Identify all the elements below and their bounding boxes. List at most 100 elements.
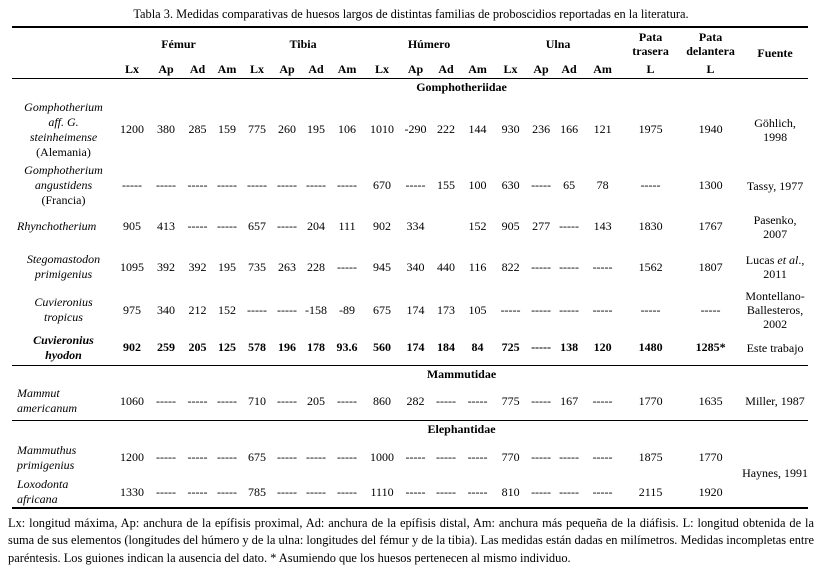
ulna-lx-header: Lx: [494, 60, 528, 79]
measure-cell: -----: [156, 484, 176, 499]
source-et-al: et al: [777, 253, 799, 267]
measure-cell: 173: [437, 302, 456, 317]
measure-cell: 560: [373, 340, 392, 355]
pata-trasera-cell: 1770: [638, 393, 663, 408]
measure-cell: 204: [307, 219, 326, 233]
measure-cell: -----: [217, 450, 237, 464]
measure-cell: 902: [373, 219, 392, 233]
source-cell: Pasenko, 2007: [753, 212, 797, 241]
measure-cell: 205: [307, 393, 326, 408]
measure-cell: -----: [217, 484, 237, 499]
column-group-tibia: Tibia: [289, 37, 317, 51]
measure-cell: -----: [277, 302, 298, 317]
measure-cell: -----: [405, 450, 426, 464]
measure-cell: -----: [592, 259, 613, 274]
column-pata-delantera: Pata delantera: [686, 30, 735, 58]
pata-delantera-cell: -----: [700, 302, 721, 317]
measure-cell: 340: [157, 302, 175, 317]
measure-cell: -----: [436, 393, 457, 408]
tibia-ad-header: Ad: [302, 60, 331, 79]
femur-ap-header: Ap: [149, 60, 183, 79]
measure-cell: 277: [532, 219, 551, 233]
measure-cell: 930: [501, 122, 520, 136]
species-line: Stegomastodon: [26, 252, 101, 266]
measure-cell: -----: [217, 393, 237, 408]
pata-delantera-cell: 1920: [698, 484, 723, 499]
measure-cell: 120: [593, 340, 612, 355]
footnote: Lx: longitud máxima, Ap: anchura de la e…: [8, 516, 814, 565]
measure-cell: 1000: [370, 450, 395, 464]
measure-cell: 675: [373, 302, 392, 317]
measure-cell: -----: [337, 450, 358, 464]
column-pata-trasera: Pata trasera: [632, 30, 669, 58]
measure-cell: 100: [468, 178, 487, 192]
measure-cell: -----: [277, 178, 298, 192]
species-name: Rhynchotherium: [12, 208, 115, 245]
measure-cell: 93.6: [336, 340, 358, 355]
femur-lx-header: Lx: [115, 60, 149, 79]
measure-cell: 775: [248, 122, 267, 136]
pata-delantera-l-header: L: [679, 60, 743, 79]
source-cell: Tassy, 1977: [746, 178, 804, 193]
measure-cell: -----: [277, 484, 298, 499]
measure-cell: 111: [338, 219, 356, 233]
measure-cell: -----: [592, 302, 613, 317]
measure-cell: 263: [278, 259, 297, 274]
measure-cell: -----: [559, 259, 580, 274]
pata-trasera-cell: 1562: [638, 259, 663, 274]
measure-cell: 440: [437, 259, 456, 274]
measure-cell: 578: [248, 340, 267, 355]
pata-trasera-cell: 2115: [638, 484, 663, 499]
species-line: primigenius: [17, 457, 75, 472]
measure-cell: 340: [406, 259, 425, 274]
measure-cell: 392: [188, 259, 207, 274]
data-row: Mammut americanum 1060 ----- ----- ----- 710 --…: [12, 383, 808, 421]
family-section-row: Gomphotheriidae: [12, 78, 809, 96]
section-spacer-cell: [12, 364, 115, 383]
pata-trasera-cell: 1480: [638, 340, 663, 355]
table-body: Gomphotheriidae Gomphotherium aff. G. stein…: [12, 78, 809, 509]
measure-cell: -----: [559, 450, 580, 464]
measure-cell: -----: [277, 219, 298, 233]
measure-cell: 178: [307, 340, 326, 355]
measure-cell: [431, 208, 461, 245]
data-row: Stegomastodon primigenius 1095 392 392 195 735…: [12, 245, 808, 289]
measure-cell: 775: [501, 393, 520, 408]
data-row: Gomphotherium angustidens (Francia) ----- --…: [12, 163, 808, 208]
species-name: Gomphotherium angustidens (Francia): [12, 163, 115, 208]
data-row: Gomphotherium aff. G. steinheimense (Aleman…: [12, 96, 808, 163]
source-cell: Göhlich, 1998: [754, 115, 796, 144]
species-name: Cuvieronius hyodon: [12, 331, 115, 365]
pata-delantera-cell: 1300: [698, 178, 723, 192]
species-line: steinheimense: [29, 129, 98, 144]
species-line: Rhynchotherium: [17, 219, 97, 233]
section-spacer-cell: [12, 78, 115, 96]
table-title: Tabla 3. Medidas comparativas de huesos …: [133, 7, 689, 21]
pata-delantera-cell: 1770: [698, 450, 723, 464]
measure-cell: 735: [248, 259, 267, 274]
species-line: africana: [17, 492, 58, 506]
species-line: primigenius: [34, 267, 93, 281]
measure-cell: 905: [501, 219, 520, 233]
measure-cell: 630: [501, 178, 520, 192]
pata-trasera-l-header: L: [622, 60, 680, 79]
pata-delantera-cell: 1940: [698, 122, 723, 136]
measure-cell: 975: [123, 302, 141, 317]
measure-cell: -----: [405, 178, 426, 192]
bone-group-header-row: Fémur Tibia Húmero Ulna Pata trasera Pat…: [12, 27, 809, 79]
family-name: Gomphotheriidae: [115, 78, 809, 96]
measure-cell: -----: [306, 178, 327, 192]
measure-cell: -----: [156, 393, 176, 408]
measure-cell: 945: [373, 259, 392, 274]
pata-delantera-cell: 1767: [698, 219, 723, 233]
pata-trasera-cell: 1875: [638, 450, 663, 464]
data-row: Mammuthus primigenius 1200 ----- ----- ----- 6…: [12, 438, 808, 480]
table-header: Fémur Tibia Húmero Ulna Pata trasera Pat…: [12, 27, 809, 79]
measure-cell: -----: [337, 178, 358, 192]
measure-cell: 902: [123, 340, 141, 355]
section-spacer-cell: [12, 420, 115, 438]
species-line: tropicus: [44, 310, 83, 324]
measure-cell: 205: [188, 340, 207, 355]
family-name: Elephantidae: [115, 420, 809, 438]
femur-ad-header: Ad: [183, 60, 212, 79]
